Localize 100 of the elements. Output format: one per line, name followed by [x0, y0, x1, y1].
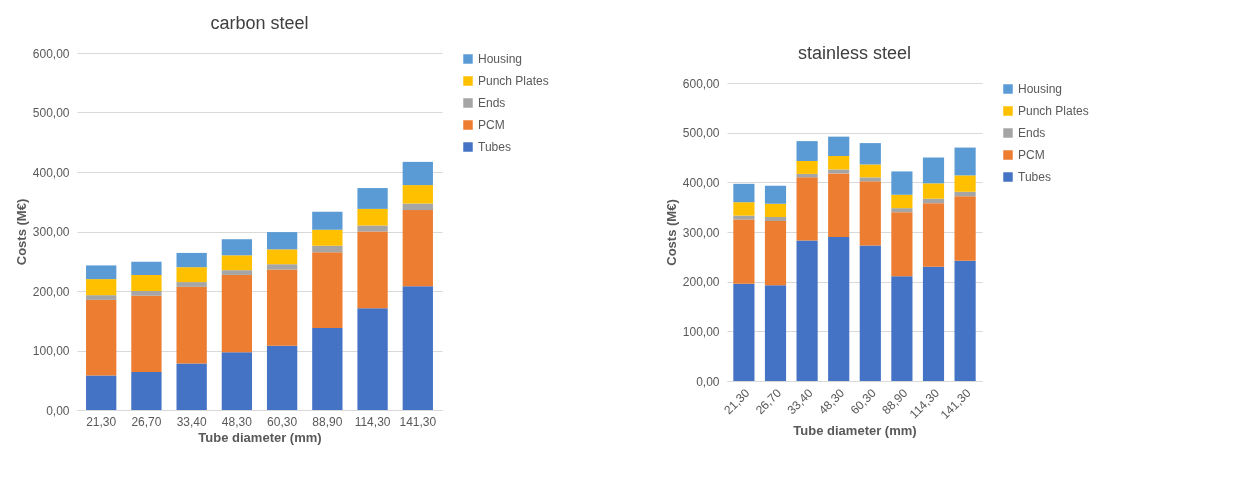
bar	[221, 255, 253, 271]
bar	[86, 279, 117, 296]
bar	[796, 177, 818, 241]
y-tick-label: 200,00	[32, 284, 70, 299]
bar	[796, 240, 818, 381]
legend-label: Housing	[478, 52, 523, 66]
bar	[859, 143, 881, 165]
legend-label: Ends	[1018, 126, 1046, 140]
bar	[131, 274, 162, 291]
bar	[764, 221, 787, 286]
legend-label: PCM	[478, 118, 505, 132]
y-axis-title: Costs (M€)	[663, 199, 679, 266]
bar	[176, 252, 207, 268]
bar	[859, 164, 881, 178]
y-tick-label: 300,00	[32, 225, 70, 239]
bar	[859, 245, 881, 381]
y-tick-label: 0,00	[46, 403, 70, 418]
bar	[312, 229, 343, 246]
bar	[859, 181, 881, 246]
x-tick-label: 114,30	[354, 414, 391, 429]
bar	[221, 274, 253, 353]
bar	[176, 267, 207, 283]
bar	[131, 291, 162, 296]
bar	[922, 157, 945, 184]
y-axis-title: Costs (M€)	[13, 198, 29, 266]
legend-label: Punch Plates	[1018, 104, 1089, 118]
bar	[266, 249, 298, 265]
bar	[954, 147, 976, 176]
x-tick-label: 141,30	[399, 414, 437, 429]
bar	[828, 169, 850, 174]
y-tick-label: 0,00	[696, 374, 720, 389]
bar	[891, 212, 913, 277]
y-tick-label: 100,00	[682, 324, 720, 339]
legend-label: Punch Plates	[478, 74, 549, 88]
bar	[312, 327, 343, 410]
bar	[733, 219, 755, 284]
bar	[733, 283, 755, 381]
y-tick-label: 400,00	[682, 175, 720, 190]
bar	[221, 239, 253, 256]
bar	[266, 269, 298, 346]
bar	[954, 175, 976, 192]
y-tick-label: 600,00	[32, 46, 70, 61]
bar	[312, 245, 343, 253]
chart-title: stainless steel	[797, 43, 912, 63]
bar	[402, 286, 433, 410]
bar	[891, 276, 913, 381]
bar	[922, 266, 945, 381]
bar	[733, 215, 755, 220]
legend-label: PCM	[1018, 148, 1045, 162]
bar	[828, 236, 850, 381]
legend-label: Tubes	[1018, 170, 1051, 184]
bar	[176, 286, 207, 364]
bar	[922, 183, 945, 199]
bar	[131, 371, 162, 410]
y-tick-label: 100,00	[32, 344, 70, 358]
chart-title: carbon steel	[210, 13, 309, 33]
y-tick-label: 500,00	[32, 106, 70, 120]
y-tick-label: 300,00	[682, 225, 720, 240]
bar	[764, 203, 787, 218]
y-tick-label: 500,00	[682, 126, 720, 141]
bar	[176, 363, 207, 410]
bar	[176, 282, 207, 287]
bar	[796, 141, 818, 161]
bar	[266, 264, 298, 270]
bar	[402, 210, 433, 287]
bar	[131, 295, 162, 372]
bar	[402, 161, 433, 186]
bar	[86, 375, 117, 410]
bar	[828, 173, 850, 237]
bar	[357, 208, 388, 226]
bar	[796, 160, 818, 174]
bar	[221, 352, 253, 410]
bar	[266, 345, 298, 410]
x-tick-label: 48,30	[221, 414, 253, 429]
bar	[402, 203, 433, 211]
bar	[891, 171, 913, 195]
bar	[891, 208, 913, 213]
legend-label: Housing	[1018, 82, 1063, 96]
x-tick-label: 88,90	[312, 414, 343, 429]
bar	[402, 185, 433, 204]
legend-label: Tubes	[478, 140, 511, 154]
bar	[86, 265, 117, 280]
x-tick-label: 60,30	[267, 414, 298, 429]
bar	[954, 260, 976, 381]
bar	[764, 285, 787, 381]
y-tick-label: 600,00	[682, 76, 720, 91]
bar	[86, 299, 117, 376]
bar	[357, 225, 388, 232]
bar	[86, 295, 117, 300]
bar	[131, 261, 162, 275]
bar	[312, 211, 343, 230]
bar	[266, 232, 298, 250]
bar	[312, 252, 343, 328]
bar	[764, 185, 787, 204]
bar	[954, 196, 976, 261]
x-axis-title: Tube diameter (mm)	[793, 423, 917, 439]
bar	[891, 194, 913, 209]
bar	[859, 177, 881, 182]
x-axis-title: Tube diameter (mm)	[198, 429, 322, 445]
x-tick-label: 21,30	[86, 414, 117, 429]
